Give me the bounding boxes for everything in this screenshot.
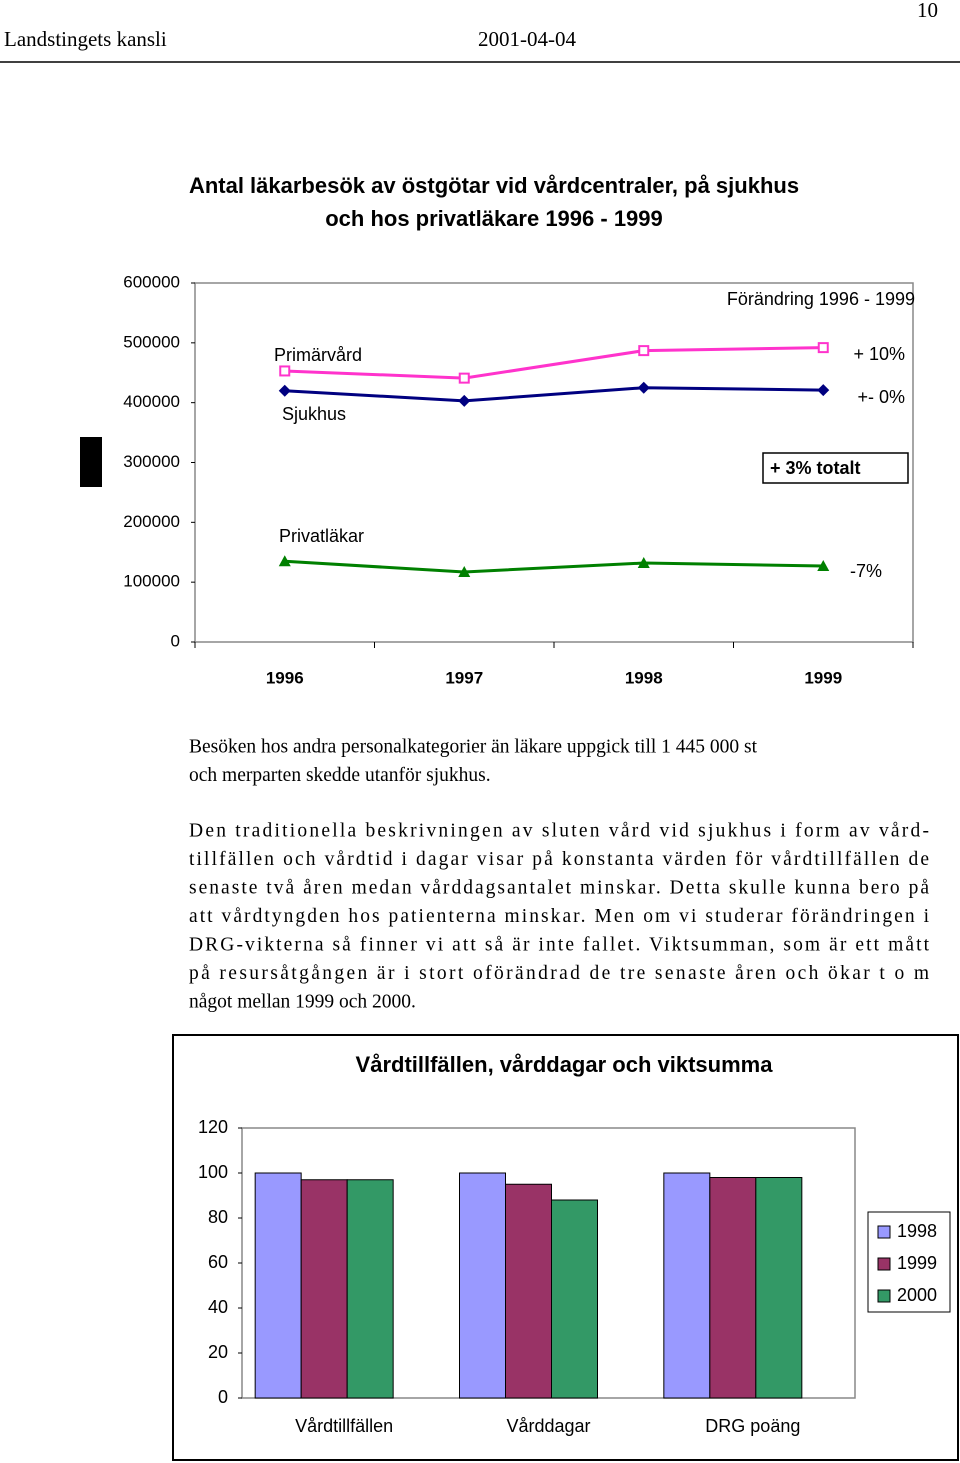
paragraph-line: tillfällen och vårdtid i dagar visar på … [189,849,929,870]
point [817,342,829,354]
y-tick-label: 200000 [123,512,180,531]
x-tick-label: 1996 [266,668,304,687]
chart-title: Vårdtillfällen, vårddagar och viktsumma [356,1052,774,1077]
y-tick-label: 0 [171,631,180,650]
point [638,345,650,357]
bar [346,1179,394,1399]
y-tick-label: 20 [208,1342,228,1362]
paragraph-line: Den traditionella beskrivningen av slute… [189,820,929,841]
series-line [284,386,824,403]
bar [755,1177,803,1399]
page-number: 10 [917,0,938,22]
series-label: Privatläkar [279,526,364,546]
legend-label: 2000 [897,1285,937,1305]
legend-label: 1998 [897,1221,937,1241]
annotation: + 10% [853,344,905,364]
series-line [284,559,824,574]
margin-mark [80,437,102,487]
paragraph-line: senaste två åren medan vårddagsantalet m… [189,877,929,898]
y-tick-label: 500000 [123,332,180,351]
legend-label: 1999 [897,1253,937,1273]
annotation-box [762,452,909,484]
x-tick-label: 1999 [804,668,842,687]
bar [505,1183,552,1399]
y-tick-label: 100000 [123,572,180,591]
x-tick-label: 1998 [625,668,663,687]
paragraph-line: Besöken hos andra personalkategorier än … [189,736,758,757]
paragraph-line: och merparten skedde utanför sjukhus. [189,765,491,786]
bar [709,1177,757,1399]
bar [300,1179,348,1399]
x-tick-label: Vårdtillfällen [295,1416,393,1436]
paragraph-line: DRG-vikterna så finner vi att så är inte… [189,934,930,955]
x-tick-label: 1997 [445,668,483,687]
header-date: 2001-04-04 [478,27,576,51]
header-org: Landstingets kansli [4,27,167,51]
x-tick-label: Vårddagar [506,1416,590,1436]
paragraph-line: något mellan 1999 och 2000. [189,991,416,1012]
point [637,557,650,569]
point [458,394,471,407]
x-tick-label: DRG poäng [705,1416,800,1436]
legend-swatch [877,1225,891,1239]
y-tick-label: 60 [208,1252,228,1272]
bar [551,1199,598,1399]
point [637,381,650,394]
y-tick-label: 80 [208,1207,228,1227]
y-tick-label: 100 [198,1162,228,1182]
point [278,555,291,567]
point [278,384,291,397]
y-tick-label: 400000 [123,392,180,411]
series-label: Primärvård [274,345,362,365]
legend-swatch [877,1257,891,1271]
legend-swatch [877,1289,891,1303]
point [817,384,830,397]
chart-frame [172,1034,959,1461]
bar [254,1172,302,1399]
annotation: + 3% totalt [770,458,861,478]
point [279,365,291,377]
annotation: Förändring 1996 - 1999 [727,289,915,309]
bar [459,1172,506,1399]
paragraph-line: på resursåtgången är i stort oförändrad … [189,963,929,984]
bar [663,1172,711,1399]
series-label: Sjukhus [282,404,346,424]
point [458,565,471,577]
paragraph-line: att vårdtyngden hos patienterna minskar.… [189,906,930,927]
point [458,372,470,384]
chart-title: Antal läkarbesök av östgötar vid vårdcen… [189,173,799,231]
y-tick-label: 0 [218,1387,228,1407]
y-tick-label: 120 [198,1117,228,1137]
annotation: +- 0% [857,387,905,407]
y-tick-label: 300000 [123,452,180,471]
point [817,560,830,572]
series-line [284,346,824,380]
y-tick-label: 600000 [123,272,180,291]
annotation: -7% [850,561,882,581]
y-tick-label: 40 [208,1297,228,1317]
